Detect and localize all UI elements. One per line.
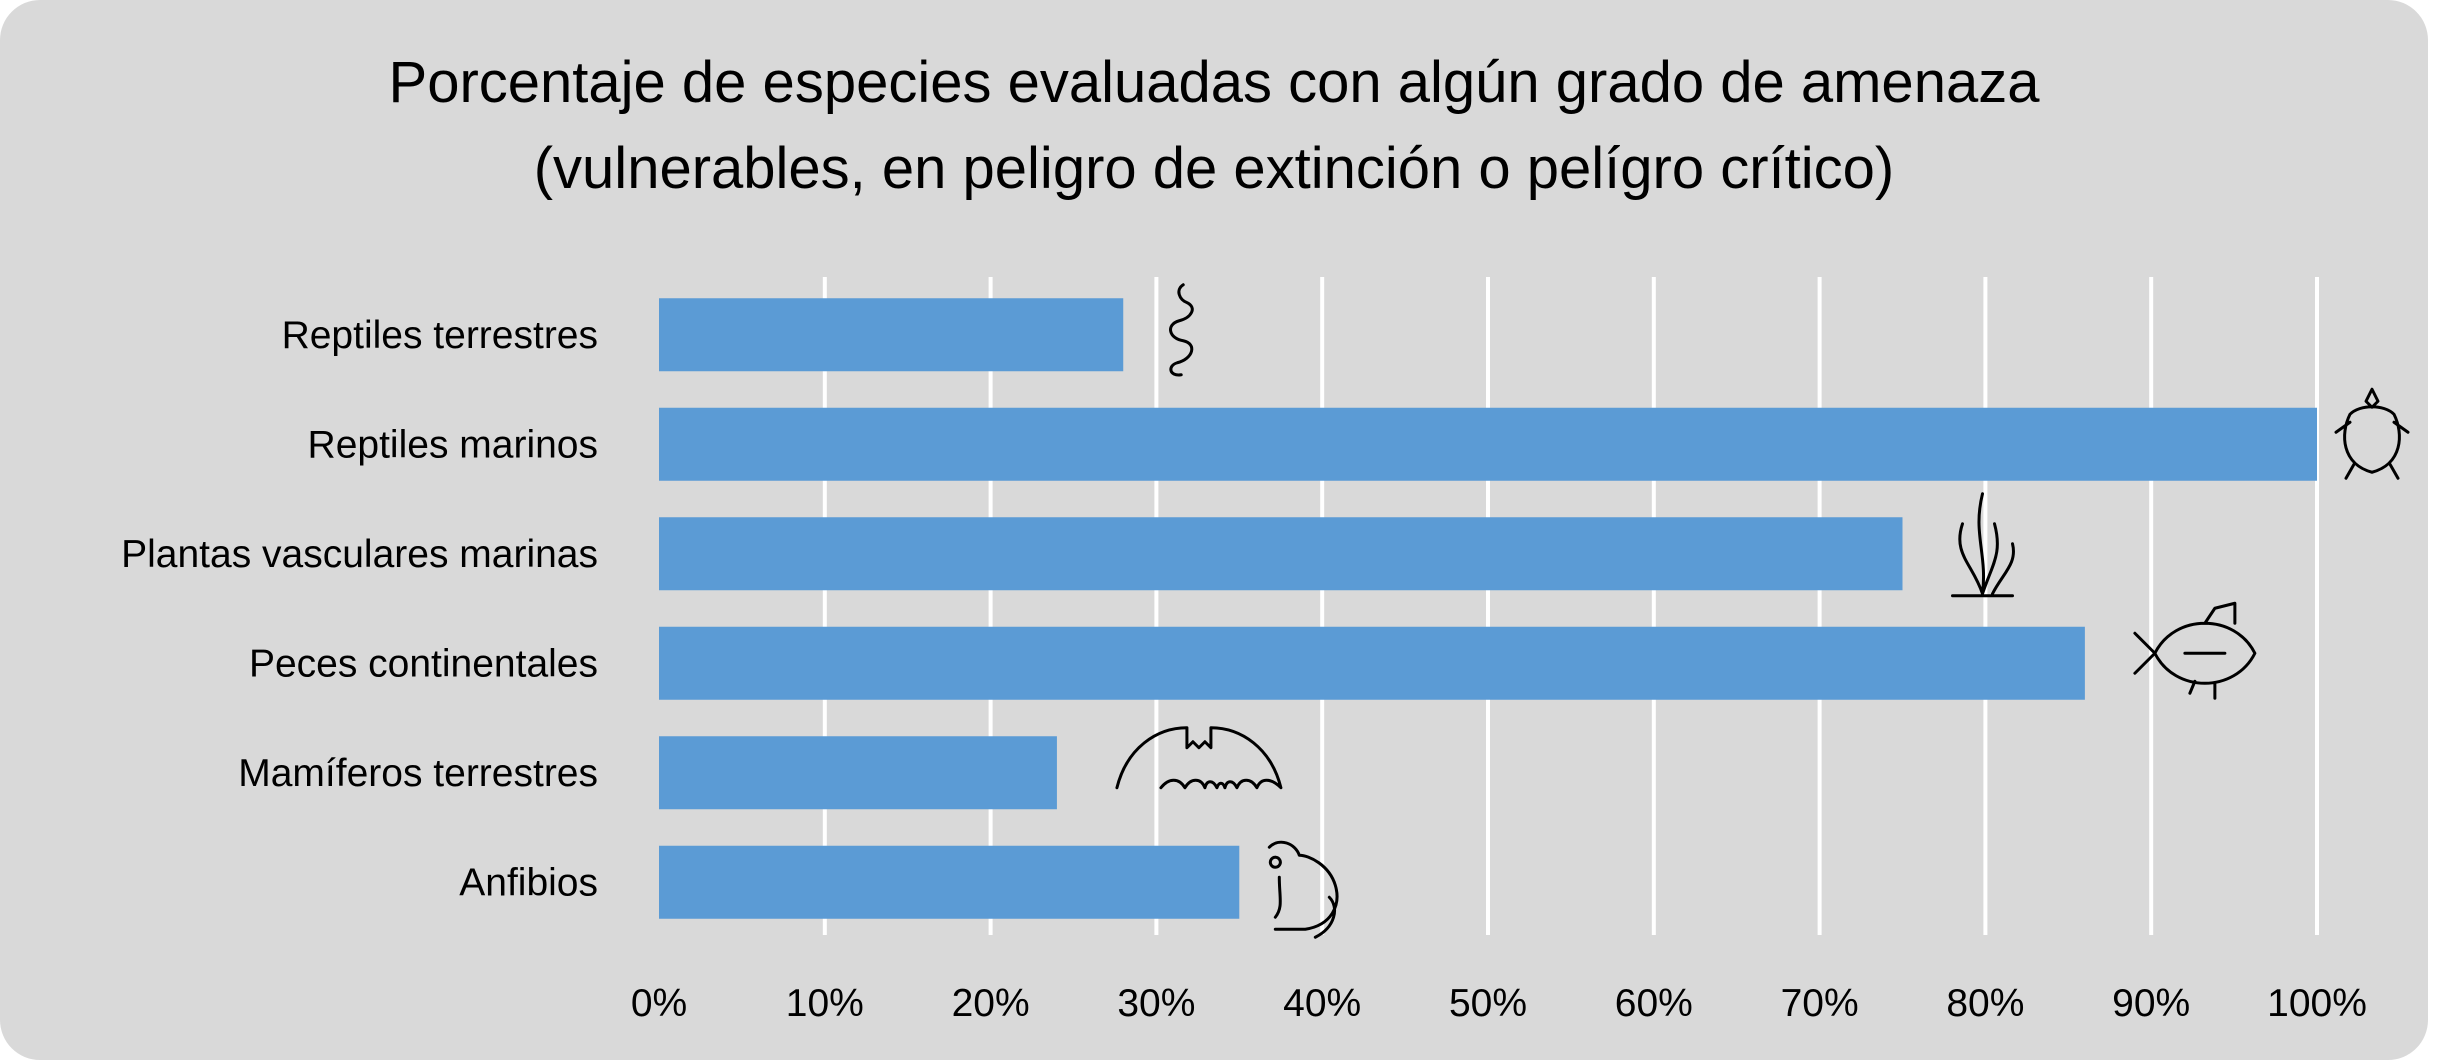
x-tick-label: 0% <box>631 982 687 1025</box>
bat-icon <box>1115 726 1283 790</box>
category-label: Reptiles marinos <box>308 423 598 466</box>
seaweed-icon <box>1951 492 2015 598</box>
x-tick-label: 100% <box>2267 982 2367 1025</box>
x-tick-label: 60% <box>1615 982 1693 1025</box>
frog-icon <box>1267 840 1339 939</box>
x-tick-label: 80% <box>1946 982 2024 1025</box>
bar <box>659 298 1124 372</box>
title-line-1: Porcentaje de especies evaluadas con alg… <box>388 50 2040 115</box>
x-tick-label: 20% <box>952 982 1030 1025</box>
x-tick-label: 70% <box>1781 982 1859 1025</box>
x-tick-label: 10% <box>786 982 864 1025</box>
x-tick-label: 50% <box>1449 982 1527 1025</box>
bar <box>659 626 2085 700</box>
category-label: Peces continentales <box>249 642 598 685</box>
category-label: Anfibios <box>459 861 598 904</box>
bar <box>659 845 1240 919</box>
x-tick-label: 40% <box>1283 982 1361 1025</box>
snake-icon <box>1169 283 1194 377</box>
bar <box>659 517 1903 591</box>
turtle-icon <box>2334 387 2410 480</box>
chart-title: Porcentaje de especies evaluadas con alg… <box>0 40 2428 212</box>
category-label: Reptiles terrestres <box>282 314 598 357</box>
category-label: Mamíferos terrestres <box>238 752 598 795</box>
bar <box>659 407 2317 481</box>
fish-icon <box>2133 601 2257 700</box>
x-tick-label: 90% <box>2112 982 2190 1025</box>
x-tick-label: 30% <box>1117 982 1195 1025</box>
bar <box>659 736 1057 810</box>
category-label: Plantas vasculares marinas <box>121 533 598 576</box>
title-line-2: (vulnerables, en peligro de extinción o … <box>533 136 1895 201</box>
